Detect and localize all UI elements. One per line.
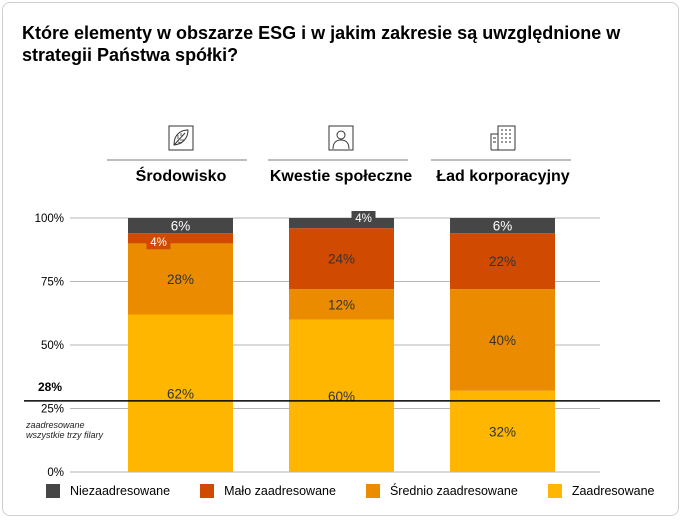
person-icon — [328, 125, 354, 151]
pillar-label-environment: Środowisko — [135, 168, 227, 185]
data-label-box — [351, 211, 376, 225]
legend-item: Mało zaadresowane — [200, 484, 336, 498]
data-label: 22% — [489, 254, 516, 269]
bar-segment — [450, 233, 555, 290]
data-label: 24% — [328, 252, 355, 267]
y-tick-label: 75% — [41, 277, 64, 289]
data-label: 28% — [167, 272, 194, 287]
data-label: 62% — [167, 386, 194, 401]
pillar-divider — [107, 159, 247, 161]
y-tick-label: 0% — [47, 467, 64, 479]
chart-frame — [2, 2, 679, 516]
data-label: 4% — [355, 213, 372, 225]
data-label-box — [146, 235, 171, 250]
legend-item: Zaadresowane — [547, 484, 655, 498]
legend-label: Zaadresowane — [571, 484, 655, 498]
pillar-divider — [268, 159, 408, 161]
legend-swatch — [200, 484, 215, 498]
data-label: 4% — [150, 237, 167, 249]
bar-segment — [289, 228, 394, 290]
data-label: 6% — [493, 219, 513, 234]
y-tick-label: 100% — [35, 213, 64, 225]
legend-item: Niezaadresowane — [46, 484, 170, 498]
legend-label: Średnio zaadresowane — [389, 484, 518, 498]
data-label: 12% — [328, 297, 355, 312]
chart-title: Które elementy w obszarze ESG i w jakim … — [22, 23, 621, 65]
bar-segment — [128, 218, 233, 234]
reference-line-value: 28% — [38, 380, 63, 394]
legend-label: Mało zaadresowane — [224, 484, 336, 498]
bar-segment — [128, 314, 233, 472]
bar-segment — [450, 289, 555, 391]
building-icon — [490, 125, 516, 151]
bar-segment — [289, 289, 394, 320]
y-tick-label: 50% — [41, 340, 64, 352]
legend: Niezaadresowane Mało zaadresowane Średni… — [46, 484, 655, 498]
bar-segment — [289, 218, 394, 229]
reference-line-note: zaadresowane wszystkie trzy filary — [26, 420, 104, 440]
bar-segment — [450, 218, 555, 234]
bar-segment — [450, 390, 555, 472]
bar-segment — [289, 319, 394, 472]
bar-segment — [128, 233, 233, 244]
leaf-icon — [168, 125, 194, 151]
pillar-label-governance: Ład korporacyjny — [436, 168, 570, 185]
legend-swatch — [365, 484, 380, 498]
legend-item: Średnio zaadresowane — [365, 484, 518, 498]
data-label: 6% — [171, 219, 191, 234]
pillar-label-social: Kwestie społeczne — [269, 168, 413, 185]
data-label: 40% — [489, 333, 516, 348]
bar-segment — [128, 243, 233, 315]
pillar-divider — [431, 159, 571, 161]
legend-swatch — [547, 484, 562, 498]
legend-swatch — [46, 484, 60, 498]
legend-label: Niezaadresowane — [70, 484, 171, 498]
y-tick-label: 25% — [41, 404, 64, 416]
data-label: 60% — [328, 389, 355, 404]
data-label: 32% — [489, 424, 516, 439]
